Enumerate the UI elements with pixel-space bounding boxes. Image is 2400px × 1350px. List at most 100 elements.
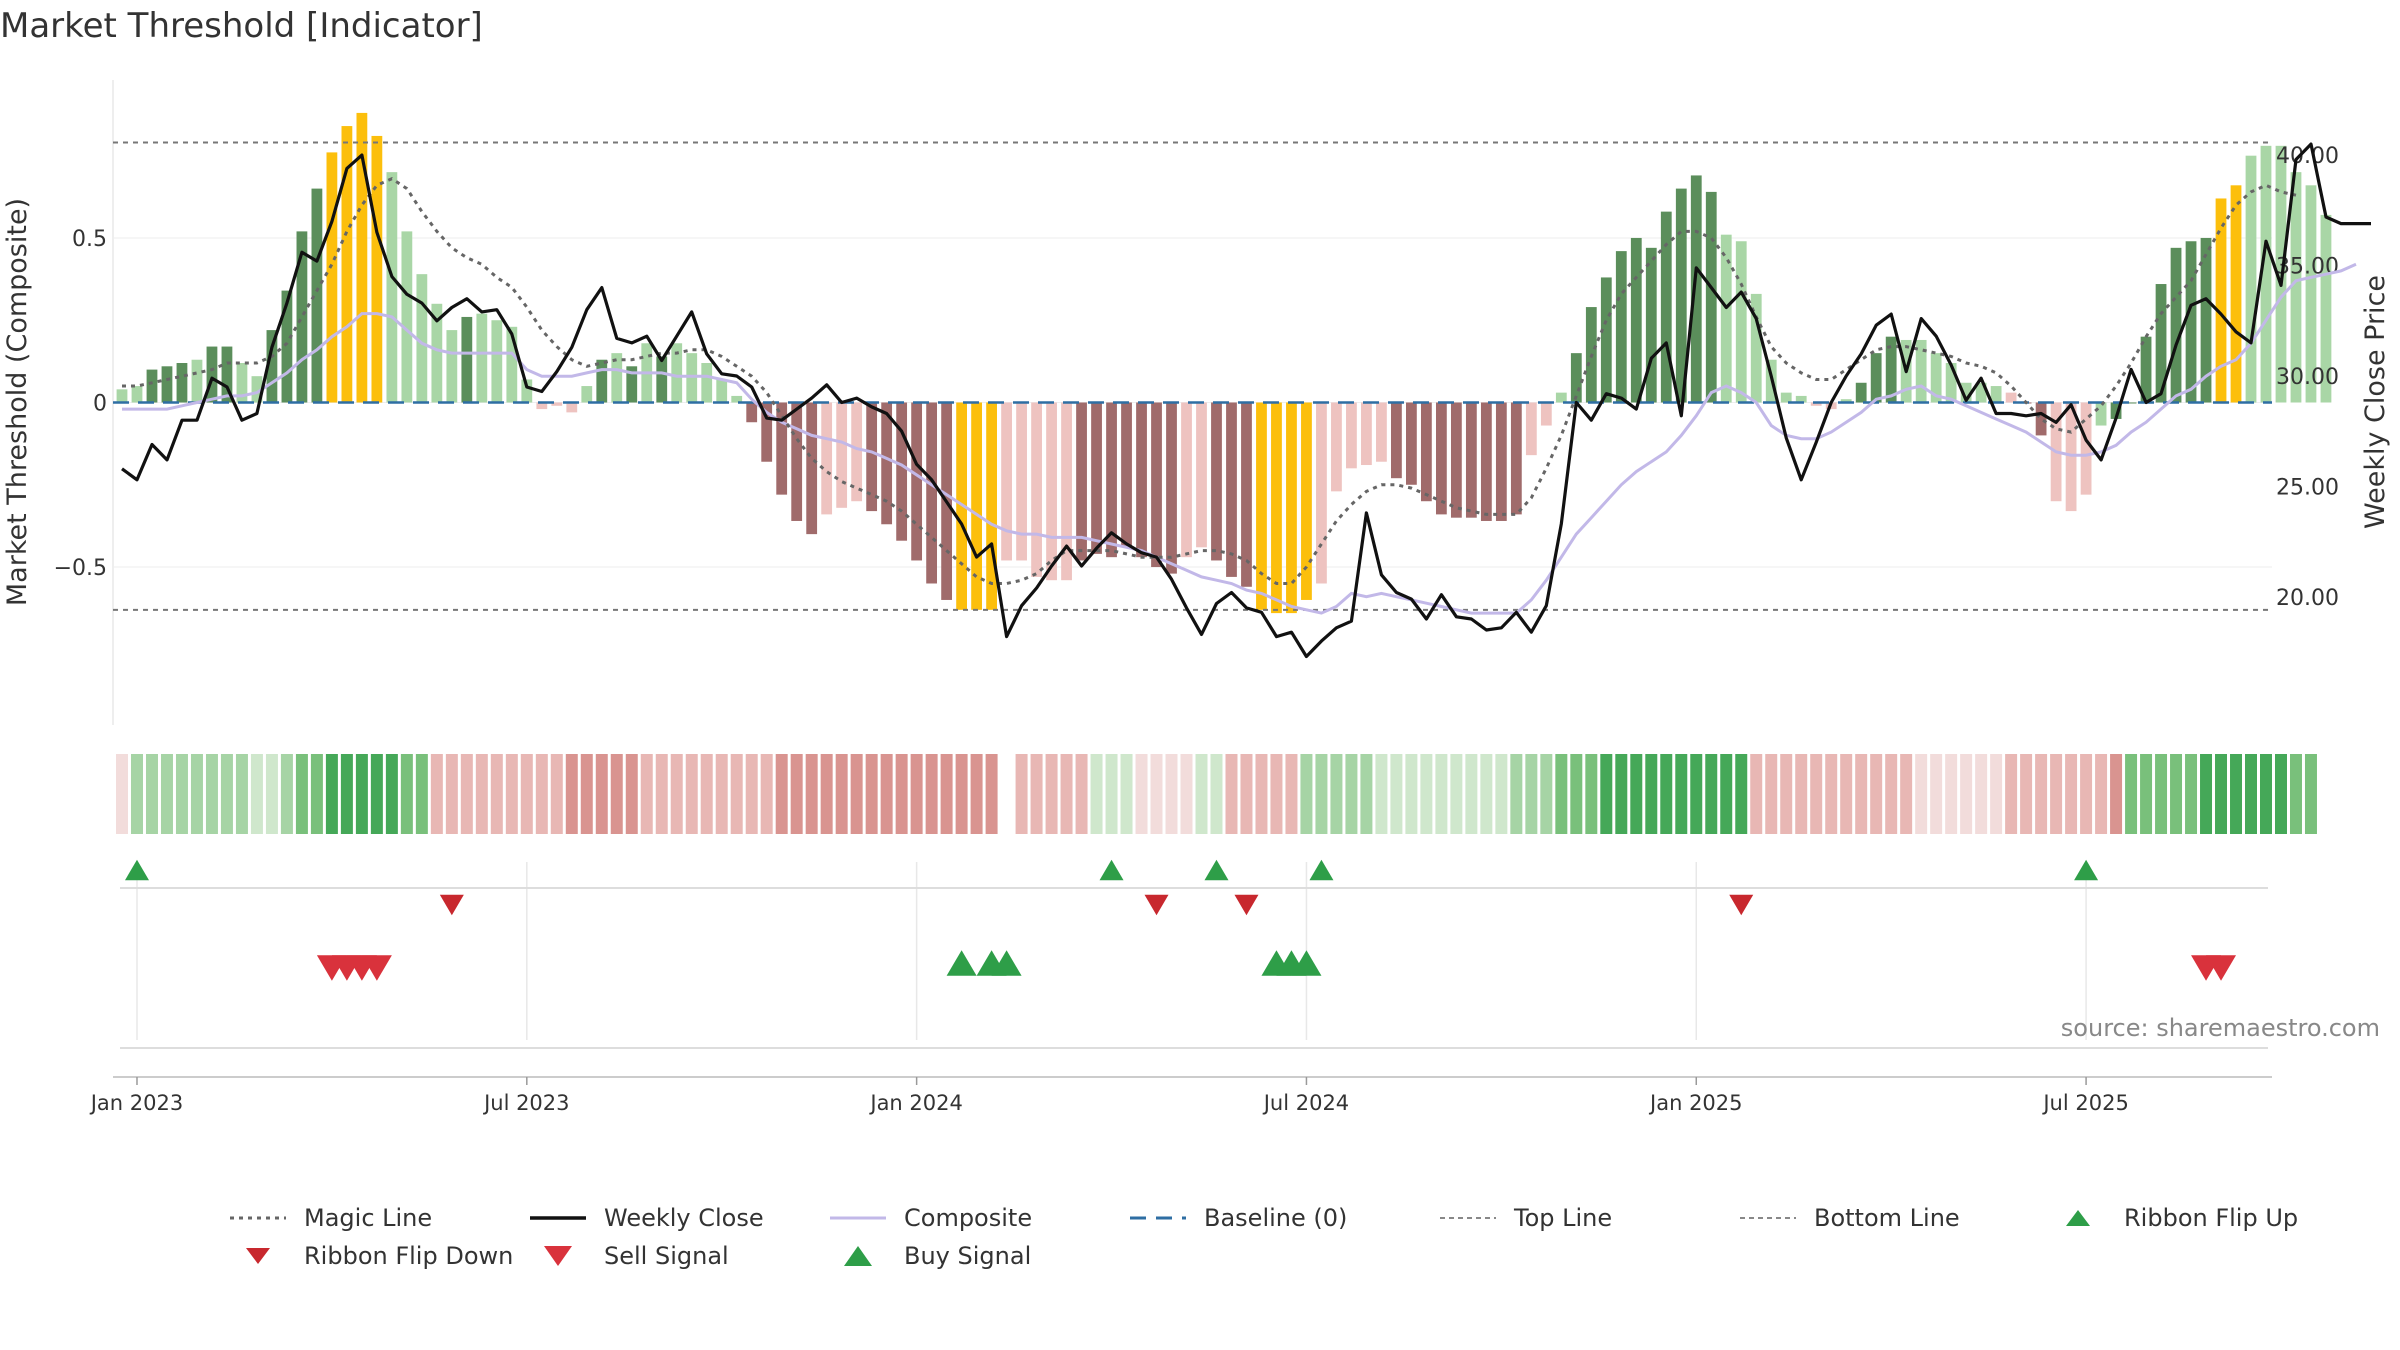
magic-line — [122, 176, 2297, 585]
ribbon-cell — [2065, 754, 2078, 834]
legend-swatch-sell — [544, 1246, 572, 1266]
legend-swatch-top — [1440, 1217, 1496, 1219]
ribbon-cell — [160, 754, 173, 834]
ribbon-flip-up-marker — [1099, 859, 1124, 881]
x-tick-label: Jan 2023 — [89, 1091, 184, 1115]
composite-bar — [1196, 402, 1207, 548]
ribbon-flip-down-marker — [1144, 894, 1169, 916]
composite-bar — [1181, 402, 1192, 558]
ribbon-cell — [505, 754, 518, 834]
composite-bar — [1226, 402, 1237, 577]
composite-bar — [2260, 145, 2272, 403]
ribbon-cell — [265, 754, 278, 834]
composite-bar — [2170, 247, 2182, 403]
reference-lines — [113, 141, 2272, 611]
composite-bar — [911, 402, 923, 561]
legend-item-flip_down: Ribbon Flip Down — [230, 1242, 513, 1270]
composite-bar — [1331, 402, 1342, 492]
legend-label: Baseline (0) — [1204, 1204, 1348, 1232]
ribbon-cell — [1480, 754, 1493, 834]
ribbon-cell — [1885, 754, 1898, 834]
series-lines — [121, 142, 2371, 659]
composite-bar — [596, 359, 608, 403]
ribbon-cell — [1105, 754, 1118, 834]
ribbon-cell — [580, 754, 593, 834]
composite-bar — [1346, 402, 1357, 469]
ribbon-cell — [865, 754, 878, 834]
composite-bar — [1031, 402, 1042, 577]
composite-bar — [821, 402, 833, 515]
composite-bar — [1795, 395, 1807, 403]
x-tick-label: Jan 2024 — [868, 1091, 963, 1115]
ribbon-cell — [940, 754, 953, 834]
composite-bar — [416, 274, 428, 403]
composite-bar — [1600, 277, 1612, 403]
ribbon-cell — [1780, 754, 1793, 834]
ribbon-cell — [1255, 754, 1268, 834]
ribbon-cell — [2020, 754, 2033, 834]
composite-bar — [506, 326, 518, 403]
legend-label: Magic Line — [304, 1204, 433, 1232]
ribbon-cell — [2230, 754, 2243, 834]
legend-item-buy: Buy Signal — [830, 1242, 1031, 1270]
legend-label: Ribbon Flip Down — [304, 1242, 514, 1270]
composite-bar — [536, 402, 548, 410]
legend-item-baseline: Baseline (0) — [1130, 1204, 1347, 1232]
left-tick-label: 0 — [93, 392, 107, 417]
composite-bar — [1675, 188, 1687, 403]
composite-bar — [2230, 185, 2242, 403]
ribbon-cell — [430, 754, 443, 834]
composite-bar — [791, 402, 803, 521]
ribbon-cell — [2005, 754, 2018, 834]
ribbon-cell — [925, 754, 938, 834]
ribbon-cell — [820, 754, 833, 834]
x-tick-label: Jul 2023 — [482, 1091, 569, 1115]
composite-bar — [1376, 402, 1387, 462]
left-tick-label: 0.5 — [72, 227, 107, 252]
ribbon-cell — [1585, 754, 1598, 834]
ribbon-cell — [2035, 754, 2048, 834]
composite-bar — [2080, 402, 2092, 495]
composite-bar — [251, 376, 263, 403]
ribbon-cell — [116, 754, 128, 834]
legend-label: Bottom Line — [1814, 1204, 1960, 1232]
ribbon-cell — [910, 754, 923, 834]
ribbon-cell — [1045, 754, 1058, 834]
ribbon-cell — [565, 754, 578, 834]
axes: 0.50−0.540.0035.0030.0025.0020.00Market … — [2, 144, 2391, 611]
ribbon-cell — [490, 754, 503, 834]
buy-signal-marker — [946, 950, 977, 976]
ribbon-flip-down-marker — [1729, 894, 1754, 916]
ribbon-flip-up-marker — [1204, 859, 1229, 881]
composite-bar — [371, 135, 383, 403]
composite-bar — [1840, 399, 1852, 403]
composite-bar — [1660, 211, 1672, 403]
legend-label: Composite — [904, 1204, 1033, 1232]
composite-bar — [1930, 353, 1942, 403]
ribbon-cell — [2200, 754, 2213, 834]
legend-swatch-close — [530, 1216, 586, 1220]
composite-bar — [926, 402, 938, 584]
ribbon-cell — [1960, 754, 1973, 834]
ribbon-cell — [595, 754, 608, 834]
composite-bar — [746, 402, 758, 423]
composite-bar — [521, 379, 533, 403]
ribbon-cell — [715, 754, 728, 834]
composite-bar — [1615, 251, 1627, 403]
legend-swatch-flip_down — [246, 1248, 270, 1264]
composite-bar — [491, 320, 503, 403]
composite-bar — [1540, 402, 1552, 426]
ribbon-cell — [1120, 754, 1133, 834]
composite-bar — [131, 386, 143, 403]
market-threshold-chart: 0.50−0.540.0035.0030.0025.0020.00Market … — [2, 80, 2391, 1115]
ribbon-cell — [1210, 754, 1223, 834]
right-tick-label: 25.00 — [2276, 475, 2339, 500]
ribbon-cell — [1300, 754, 1313, 834]
ribbon-cell — [1495, 754, 1508, 834]
composite-bar — [446, 330, 458, 403]
composite-bar — [236, 363, 248, 403]
composite-bar — [1391, 402, 1402, 479]
ribbon-cell — [1465, 754, 1478, 834]
composite-bar — [2125, 402, 2137, 404]
composite-bar — [1945, 363, 1957, 403]
